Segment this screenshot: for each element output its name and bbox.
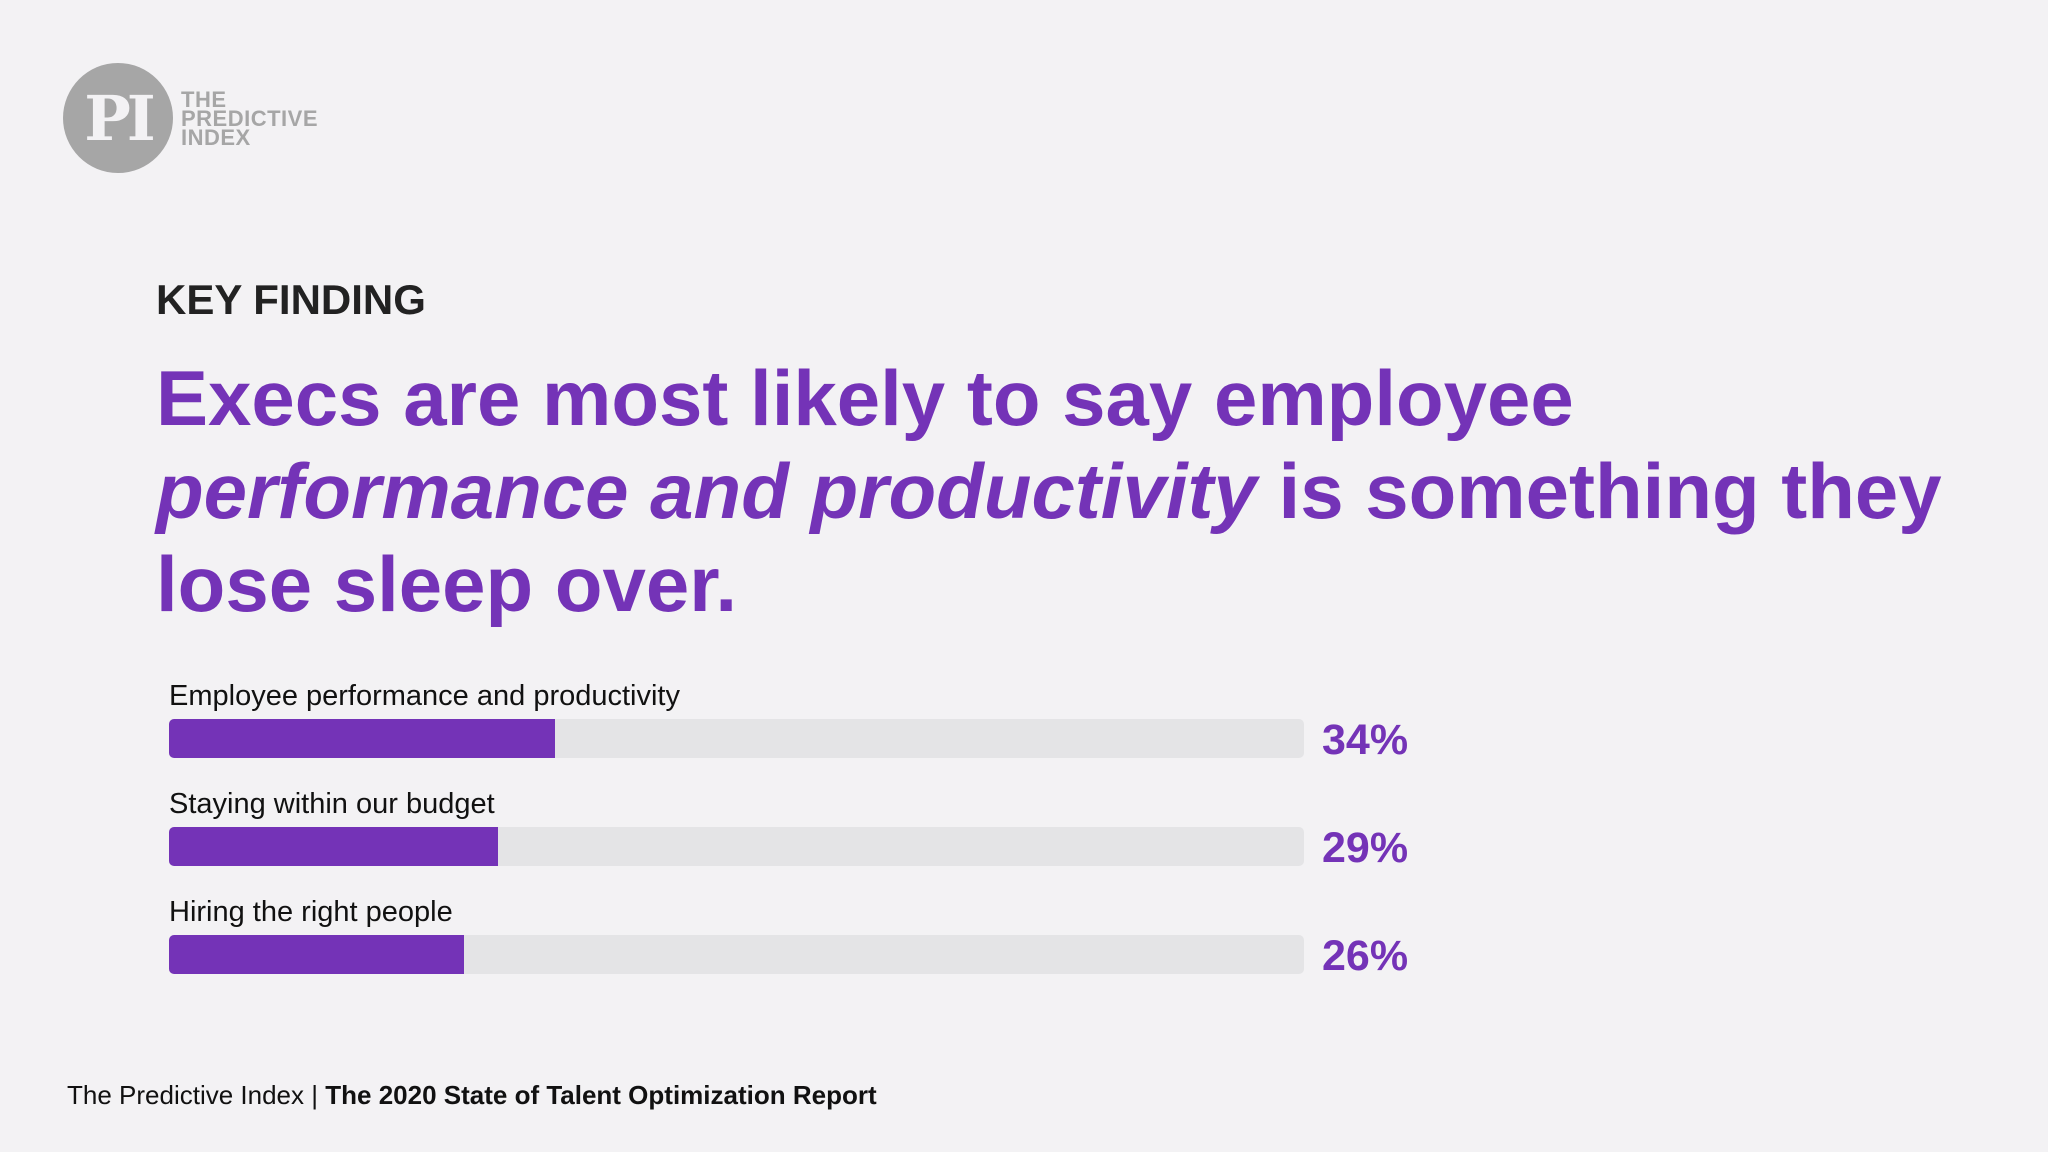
headline-emphasis: performance and productivity: [156, 447, 1257, 535]
bar-label: Staying within our budget: [169, 788, 495, 820]
bar-chart: Employee performance and productivity 34…: [169, 676, 1429, 1000]
bar-value-label: 26%: [1322, 932, 1409, 980]
logo-mark: PI: [63, 63, 173, 173]
headline: Execs are most likely to say employee pe…: [156, 352, 1956, 631]
logo-word: INDEX: [181, 124, 251, 150]
bar-track: [169, 827, 1304, 866]
brand-logo: PI THE PREDICTIVE INDEX: [63, 63, 318, 173]
bar-fill: [169, 827, 499, 866]
bar-row: Staying within our budget 29%: [169, 784, 1429, 892]
bar-row: Hiring the right people 26%: [169, 892, 1429, 1000]
key-finding-label: KEY FINDING: [156, 276, 426, 323]
footer-report-title: The 2020 State of Talent Optimization Re…: [325, 1080, 877, 1110]
bar-label: Hiring the right people: [169, 896, 453, 928]
bar-label: Employee performance and productivity: [169, 680, 680, 712]
bar-track: [169, 719, 1304, 758]
logo-word: THE: [181, 86, 227, 112]
footer: The Predictive Index | The 2020 State of…: [67, 1080, 877, 1111]
logo-wordmark: THE PREDICTIVE INDEX: [181, 86, 319, 150]
bar-row: Employee performance and productivity 34…: [169, 676, 1429, 784]
bar-value-label: 34%: [1322, 716, 1409, 764]
headline-part-2: is something they lose sleep over.: [156, 447, 1942, 628]
logo-word: PREDICTIVE: [181, 105, 319, 131]
bar-fill: [169, 935, 465, 974]
footer-source: The Predictive Index: [67, 1080, 305, 1110]
bar-fill: [169, 719, 555, 758]
bar-value-label: 29%: [1322, 824, 1409, 872]
headline-part-1: Execs are most likely to say employee: [156, 354, 1574, 442]
bar-track: [169, 935, 1304, 974]
footer-separator: |: [311, 1080, 319, 1110]
